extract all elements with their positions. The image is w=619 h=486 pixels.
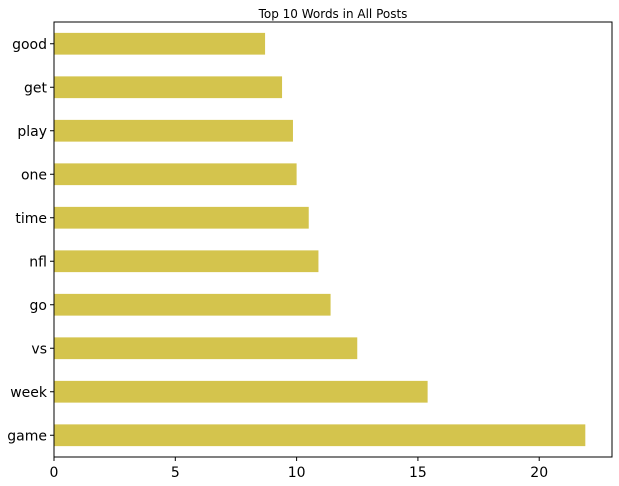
chart-title: Top 10 Words in All Posts <box>258 7 408 21</box>
x-tick-label: 0 <box>50 465 59 481</box>
x-axis: 0 5 10 15 20 <box>50 457 548 481</box>
y-tick-label: one <box>21 167 47 183</box>
y-tick-label: get <box>24 80 48 96</box>
y-tick-label: play <box>17 124 47 140</box>
bar-vs <box>54 337 358 360</box>
bar-one <box>54 163 297 186</box>
bars-layer <box>54 32 586 447</box>
x-tick-label: 5 <box>171 465 180 481</box>
x-tick-label: 10 <box>288 465 306 481</box>
y-tick-label: go <box>30 298 47 314</box>
x-tick-label: 15 <box>409 465 427 481</box>
bar-get <box>54 76 283 99</box>
bar-week <box>54 380 428 403</box>
bar-play <box>54 119 293 142</box>
plot-frame <box>53 21 613 458</box>
bar-go <box>54 293 331 316</box>
bar-game <box>54 424 586 447</box>
y-tick-label: good <box>12 37 47 53</box>
bar-good <box>54 32 266 55</box>
y-tick-label: game <box>7 428 47 444</box>
y-tick-label: vs <box>31 341 47 357</box>
bar-nfl <box>54 250 319 273</box>
y-tick-label: week <box>10 385 48 401</box>
x-tick-label: 20 <box>530 465 548 481</box>
y-tick-label: nfl <box>29 254 47 270</box>
y-tick-label: time <box>15 211 47 227</box>
y-axis: game week vs go nfl time one play get good <box>7 37 54 444</box>
bar-time <box>54 206 309 229</box>
